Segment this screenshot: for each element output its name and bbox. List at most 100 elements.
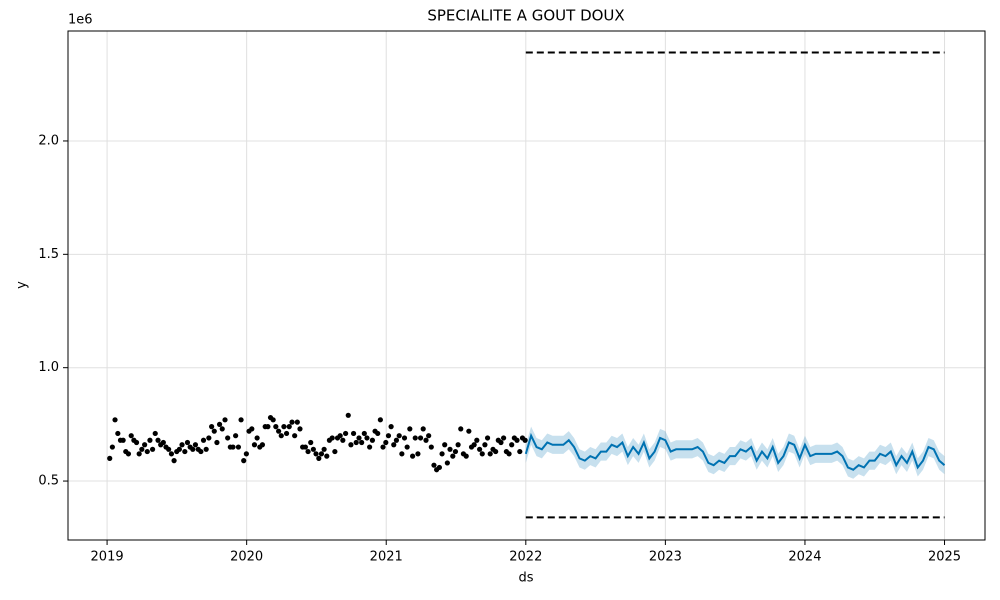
data-point — [401, 435, 408, 441]
data-point — [474, 437, 480, 443]
y-tick-label: 2.0 — [38, 133, 59, 148]
data-point — [399, 451, 405, 457]
data-point — [377, 417, 383, 423]
data-point — [343, 430, 349, 437]
data-point — [482, 442, 488, 448]
data-point — [219, 426, 225, 432]
data-point — [249, 426, 255, 432]
data-point — [179, 442, 185, 448]
data-point — [324, 453, 330, 459]
data-point — [484, 435, 491, 441]
data-point — [112, 417, 118, 423]
data-point — [182, 448, 188, 455]
data-point — [265, 424, 271, 430]
data-point — [281, 424, 287, 430]
data-point — [321, 446, 327, 452]
data-point — [276, 428, 282, 434]
data-point — [367, 444, 373, 450]
data-point — [479, 451, 485, 457]
data-point — [283, 430, 290, 437]
data-point — [133, 439, 140, 446]
data-point — [109, 444, 115, 450]
y-axis-label: y — [15, 281, 30, 289]
data-point — [286, 424, 292, 430]
data-point — [522, 437, 528, 443]
data-point — [192, 442, 199, 448]
forecast-line — [524, 432, 946, 471]
data-point — [415, 451, 421, 457]
data-point — [238, 417, 244, 423]
data-point — [308, 439, 314, 446]
data-point — [297, 426, 303, 432]
data-point — [230, 444, 236, 450]
data-point — [318, 451, 325, 457]
data-point — [155, 437, 161, 443]
data-point — [388, 424, 394, 430]
data-point — [209, 424, 215, 430]
data-point — [310, 446, 316, 452]
x-tick-label: 2024 — [788, 550, 821, 565]
data-point — [498, 439, 504, 446]
data-point — [316, 455, 322, 461]
data-point — [136, 451, 142, 457]
data-point — [278, 433, 284, 439]
data-point — [452, 448, 459, 455]
y-offset-label: 1e6 — [68, 13, 93, 28]
data-point — [211, 428, 217, 434]
data-point — [361, 430, 367, 437]
data-point — [471, 442, 477, 448]
y-tick-label: 1.5 — [38, 247, 59, 262]
data-point — [120, 437, 126, 443]
y-tick-label: 0.5 — [38, 474, 59, 489]
data-point — [203, 446, 209, 452]
x-axis-label: ds — [518, 571, 533, 586]
data-point — [506, 451, 512, 457]
data-point — [463, 453, 469, 459]
data-point — [442, 442, 448, 448]
data-point — [359, 439, 365, 446]
data-point — [417, 435, 424, 441]
data-point — [428, 444, 434, 450]
data-point — [385, 433, 392, 439]
data-point — [493, 448, 499, 455]
data-point — [391, 442, 397, 448]
data-point — [214, 439, 220, 446]
data-point — [332, 448, 338, 455]
data-point — [407, 426, 413, 432]
data-point — [369, 437, 376, 443]
x-tick-label: 2020 — [230, 550, 263, 565]
data-point — [107, 455, 113, 461]
data-point — [289, 419, 295, 425]
data-point — [273, 424, 279, 430]
data-point — [340, 437, 346, 443]
plot-frame — [67, 30, 986, 541]
data-point — [458, 426, 464, 432]
data-point — [259, 442, 266, 448]
data-point — [149, 446, 156, 452]
chart-title: SPECIALITE A GOUT DOUX — [427, 7, 624, 25]
data-point — [350, 430, 357, 437]
data-point — [466, 428, 472, 434]
data-point — [393, 437, 400, 443]
data-point — [514, 437, 520, 443]
data-point — [364, 435, 370, 441]
y-tick-label: 1.0 — [38, 360, 59, 375]
data-point — [270, 417, 276, 423]
data-point — [142, 442, 148, 448]
data-point — [176, 446, 182, 452]
data-point — [313, 451, 319, 457]
data-point — [487, 451, 493, 457]
data-point — [412, 435, 418, 441]
data-point — [431, 462, 437, 468]
data-point — [404, 444, 410, 450]
data-point — [200, 437, 207, 443]
data-point — [243, 451, 249, 457]
data-point — [115, 430, 121, 437]
uncertainty-band — [525, 426, 945, 479]
data-point — [166, 446, 172, 452]
data-point — [171, 458, 177, 464]
data-point — [302, 444, 309, 450]
data-point — [447, 446, 453, 452]
data-point — [329, 435, 335, 441]
data-point — [160, 439, 166, 446]
